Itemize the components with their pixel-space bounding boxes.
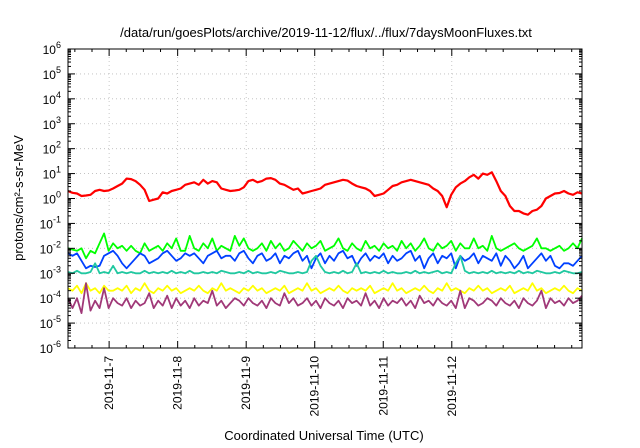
y-tick-label: 103 <box>43 115 61 132</box>
y-tick-label: 100 <box>43 190 61 207</box>
x-tick-label: 2019-11-10 <box>308 356 322 417</box>
y-tick-label: 10-5 <box>40 314 61 331</box>
y-tick-label: 104 <box>43 90 61 107</box>
series-line-2 <box>67 232 583 260</box>
y-tick-label: 10-6 <box>40 339 61 356</box>
chart-title: /data/run/goesPlots/archive/2019-11-12/f… <box>120 25 532 40</box>
y-axis-label: protons/cm²-s-sr-MeV <box>11 135 26 261</box>
x-tick-label: 2019-11-12 <box>445 356 459 417</box>
series-line-6 <box>67 282 583 315</box>
y-tick-label: 10-4 <box>40 289 61 306</box>
series-line-4 <box>67 254 583 275</box>
x-axis-label: Coordinated Universal Time (UTC) <box>224 428 423 443</box>
y-tick-label: 10-3 <box>40 264 61 281</box>
data-series <box>67 171 583 315</box>
series-line-1 <box>67 171 583 216</box>
y-axis-ticks: 10-6 10-5 10-4 10-3 10-2 10-1 100 101 102 103 104 1… <box>40 40 582 356</box>
series-line-5 <box>67 282 583 295</box>
y-tick-label: 105 <box>43 65 61 82</box>
x-tick-label: 2019-11-11 <box>376 356 390 416</box>
y-tick-label: 101 <box>43 165 61 182</box>
x-tick-label: 2019-11-7 <box>102 356 116 410</box>
y-tick-label: 10-2 <box>40 239 61 256</box>
y-tick-label: 106 <box>43 40 61 57</box>
y-tick-label: 102 <box>43 140 61 157</box>
y-tick-label: 10-1 <box>40 214 61 231</box>
x-axis-ticks: 2019-11-7 2019-11-8 2019-11-9 2019-11-10 201… <box>74 49 573 417</box>
x-tick-label: 2019-11-9 <box>239 356 253 410</box>
series-line-3 <box>67 249 583 270</box>
x-tick-label: 2019-11-8 <box>171 356 185 410</box>
